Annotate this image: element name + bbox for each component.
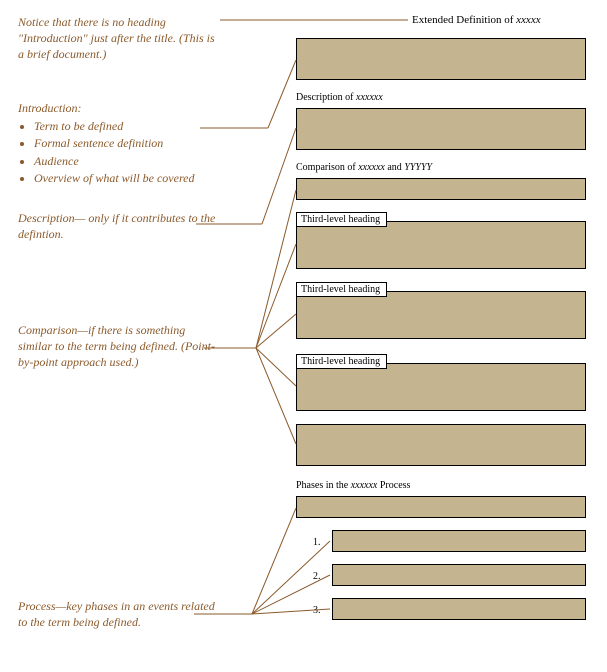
connector-lines	[0, 0, 607, 672]
diagram-canvas: Notice that there is no heading "Introdu…	[0, 0, 607, 672]
